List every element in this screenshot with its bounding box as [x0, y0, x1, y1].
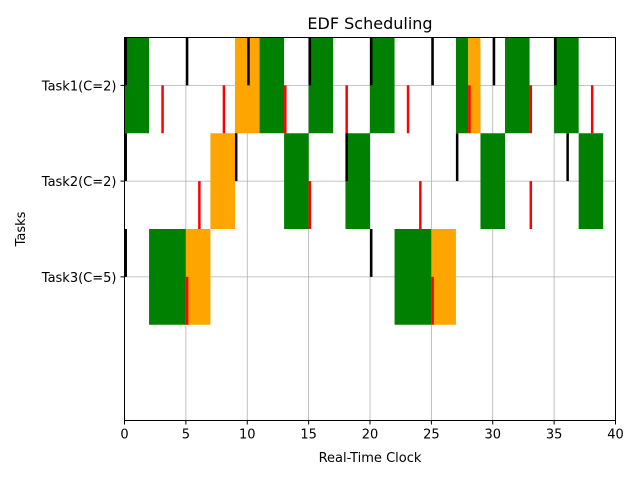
- chart-title: EDF Scheduling: [307, 14, 432, 33]
- execution-bar: [345, 133, 370, 229]
- execution-bar: [259, 37, 285, 134]
- execution-bar: [394, 229, 432, 325]
- x-tick-label: 20: [362, 428, 379, 443]
- x-axis-ticks: 0 5 10 15 20 25 30 35 40: [120, 420, 624, 443]
- x-tick-label: 35: [546, 428, 563, 443]
- execution-bar: [578, 133, 604, 229]
- execution-bar: [370, 37, 395, 134]
- x-tick-label: 40: [607, 428, 624, 443]
- x-tick-label: 0: [120, 428, 128, 443]
- y-tick-label: Task3(C=5): [41, 271, 117, 286]
- deadline-miss-bar: [210, 133, 235, 229]
- x-tick-label: 15: [300, 428, 317, 443]
- deadline-miss-bar: [185, 229, 211, 325]
- execution-bar: [149, 229, 186, 325]
- x-tick-label: 5: [182, 428, 190, 443]
- y-axis-label: Tasks: [14, 211, 29, 247]
- execution-bar: [554, 37, 579, 134]
- x-tick-label: 25: [423, 428, 440, 443]
- y-tick-label: Task1(C=2): [41, 79, 117, 94]
- bars: [124, 37, 604, 325]
- execution-bar: [284, 133, 309, 229]
- deadline-miss-bar: [431, 229, 456, 325]
- x-tick-label: 10: [239, 428, 256, 443]
- execution-bar: [308, 37, 334, 134]
- y-tick-label: Task2(C=2): [41, 175, 117, 190]
- execution-bar: [480, 133, 506, 229]
- y-axis-ticks: Task1(C=2) Task2(C=2) Task3(C=5): [41, 79, 125, 286]
- execution-bar: [505, 37, 530, 134]
- markers: [124, 37, 594, 325]
- x-tick-label: 30: [484, 428, 501, 443]
- x-axis-label: Real-Time Clock: [319, 451, 422, 466]
- execution-bar: [124, 37, 150, 134]
- deadline-miss-bar: [468, 37, 481, 134]
- execution-bar: [455, 37, 469, 134]
